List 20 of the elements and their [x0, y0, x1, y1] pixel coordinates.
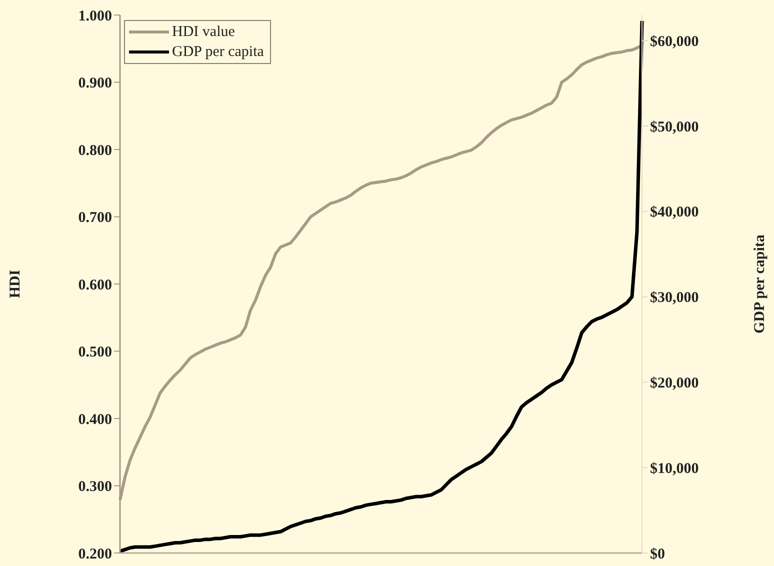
y-tick-label: 0.600	[78, 277, 112, 294]
y-tick-label: 0.700	[78, 210, 112, 226]
y2-tick-label: $60,000	[650, 34, 699, 50]
y-tick-label: 0.200	[78, 546, 112, 562]
y-tick-label: 0.400	[78, 412, 112, 428]
y-tick-label: 0.800	[78, 142, 112, 159]
y-tick-label: 1.000	[78, 8, 112, 24]
y-tick-label: 0.300	[78, 479, 112, 496]
y2-axis-title: GDP per capita	[752, 234, 768, 334]
legend-label: HDI value	[172, 23, 235, 42]
y2-tick-label: $50,000	[650, 119, 699, 136]
y2-tick-label: $30,000	[650, 290, 699, 306]
y2-tick-label: $40,000	[650, 204, 699, 221]
y2-tick-label: $10,000	[650, 460, 699, 477]
y-tick-label: 0.900	[78, 76, 112, 92]
y-tick-label: 0.500	[78, 344, 112, 361]
y-axis-title: HDI	[7, 270, 24, 298]
legend-label: GDP per capita	[172, 43, 264, 62]
y2-tick-label: $0	[650, 546, 665, 562]
y2-tick-label: $20,000	[650, 376, 699, 392]
